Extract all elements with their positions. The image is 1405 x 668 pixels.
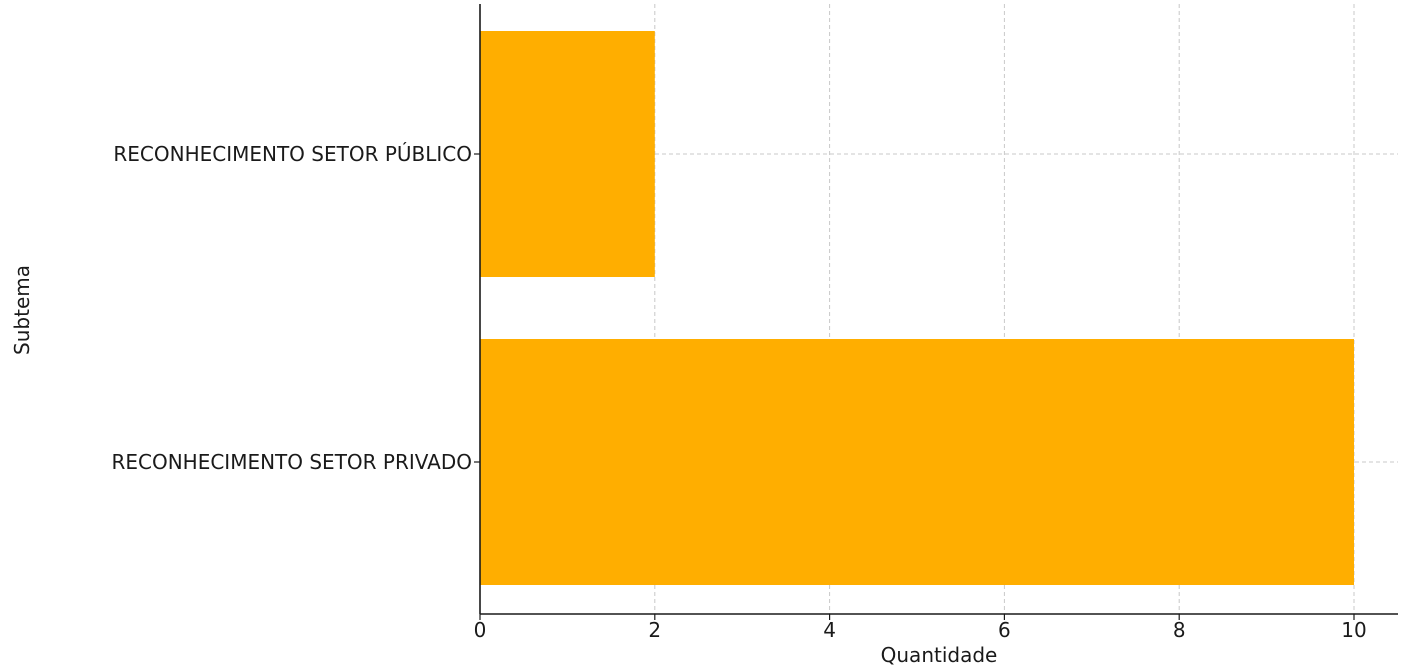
x-tick-label: 10	[1341, 618, 1366, 642]
y-axis-title: Subtema	[10, 265, 34, 355]
axes	[474, 4, 1398, 620]
bar	[480, 31, 655, 277]
labels: 0 2 4 6 8 10 RECONHECIMENTO SETOR PÚBLICO RECON…	[111, 142, 1366, 642]
x-tick-label: 6	[998, 618, 1011, 642]
x-tick-label: 2	[648, 618, 661, 642]
x-axis-title: Quantidade	[881, 643, 998, 667]
y-tick-label: RECONHECIMENTO SETOR PRIVADO	[111, 450, 472, 474]
bar	[480, 339, 1354, 585]
x-tick-label: 0	[474, 618, 487, 642]
x-tick-label: 4	[823, 618, 836, 642]
bars	[480, 31, 1354, 585]
y-tick-label: RECONHECIMENTO SETOR PÚBLICO	[113, 142, 472, 166]
x-tick-label: 8	[1173, 618, 1186, 642]
